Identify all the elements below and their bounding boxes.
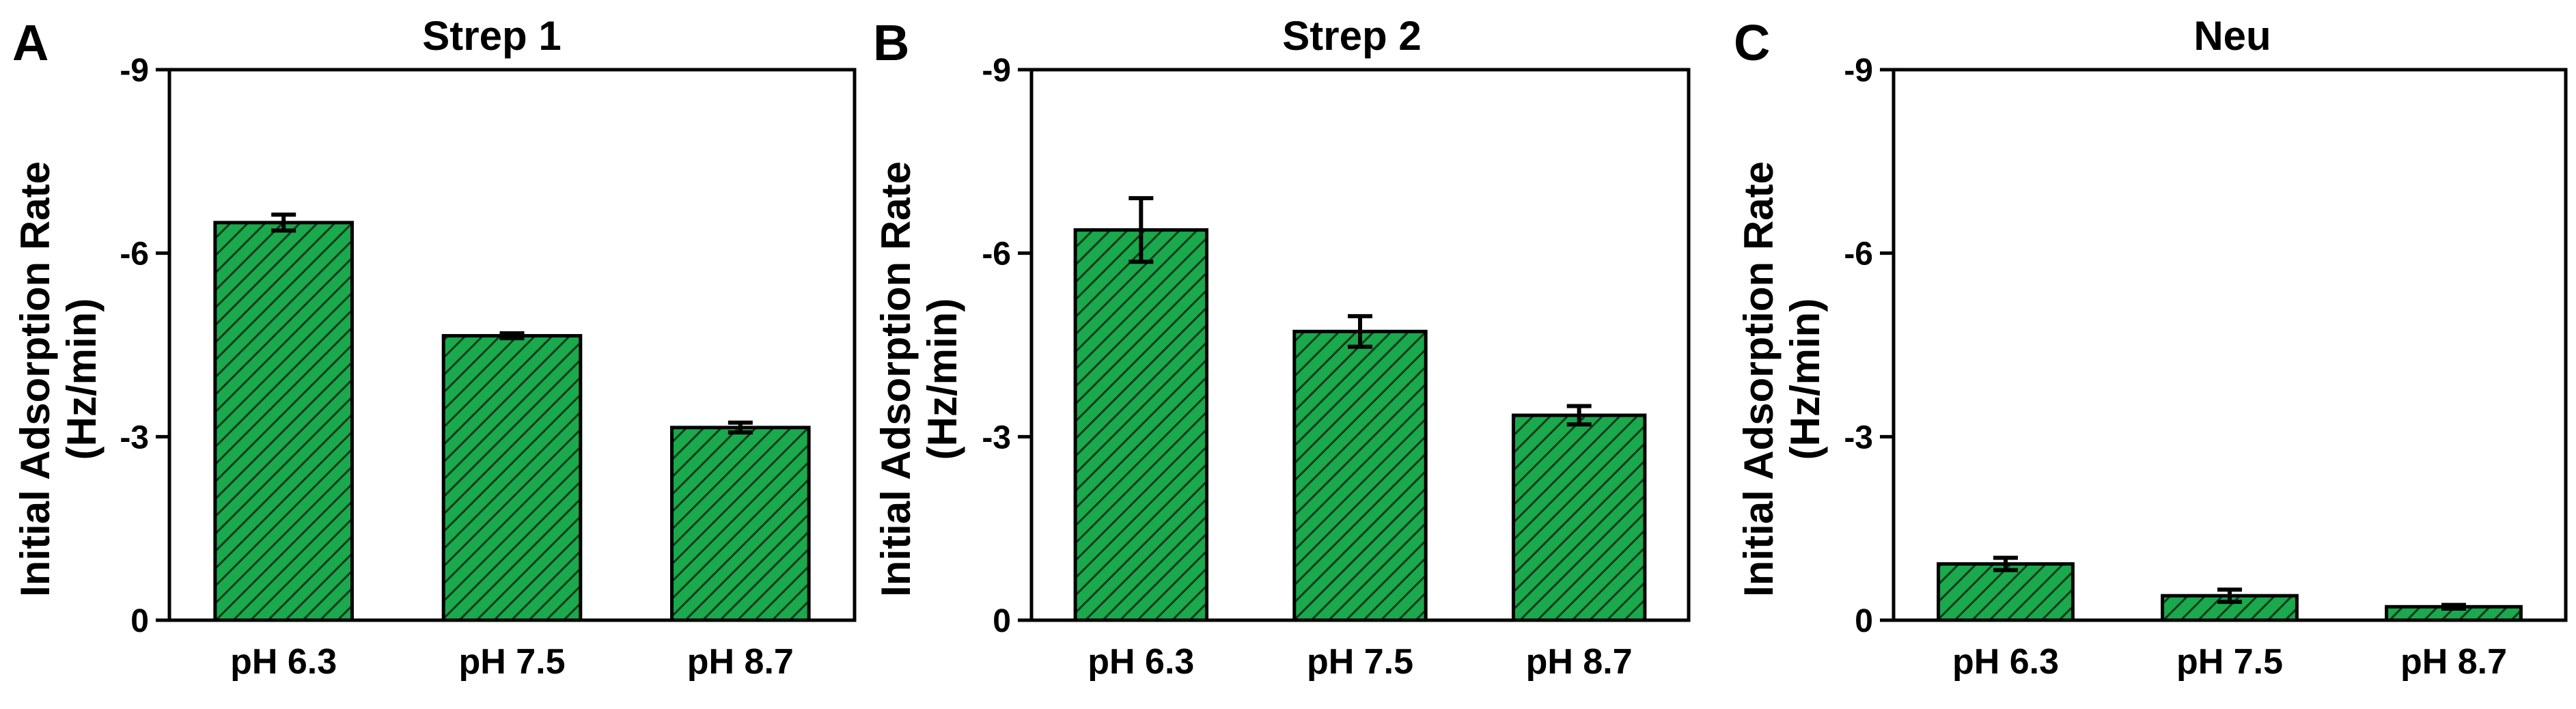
panel-c-yticks: 0 -3 -6 -9 [1844,53,1894,639]
y-tick-label: -3 [1844,419,1873,456]
y-tick-label: -9 [1844,53,1873,89]
bar [213,221,354,622]
panel-a-ylabel-line1: Initial Adsorption Rate [12,161,58,597]
x-category-label: pH 7.5 [458,642,565,682]
x-category-label: pH 8.7 [2400,642,2507,682]
x-category-label: pH 7.5 [2176,642,2283,682]
panel-a-bars [213,212,811,622]
y-tick-label: -6 [982,236,1011,273]
x-category-label: pH 6.3 [1952,642,2059,682]
y-tick-label: 0 [1855,603,1873,639]
panel-a-title: Strep 1 [422,13,561,59]
y-tick-label: -3 [982,419,1011,456]
error-bar [2441,602,2466,611]
panel-a: A Strep 1 Initial Adsorption Rate (Hz/mi… [12,13,857,682]
y-tick-label: -3 [120,419,149,456]
panel-a-ylabel-line2: (Hz/min) [59,298,105,460]
error-bar [1993,555,2018,572]
error-bar [2217,587,2242,604]
y-tick-label: -9 [120,53,149,89]
panel-letter-b: B [873,14,909,71]
panel-b-categories: pH 6.3 pH 7.5 pH 8.7 [1088,642,1632,682]
error-bar [271,212,296,233]
x-category-label: pH 6.3 [230,642,337,682]
bar [1073,228,1209,622]
panel-letter-a: A [12,14,49,71]
y-tick-label: 0 [993,603,1011,639]
panel-c-categories: pH 6.3 pH 7.5 pH 8.7 [1952,642,2507,682]
error-bar [1128,196,1154,264]
panel-b-ylabel-line2: (Hz/min) [919,298,965,460]
panel-a-categories: pH 6.3 pH 7.5 pH 8.7 [230,642,794,682]
panel-b-title: Strep 2 [1282,13,1421,59]
x-category-label: pH 8.7 [687,642,794,682]
panel-b: B Strep 2 Initial Adsorption Rate (Hz/mi… [873,13,1691,682]
panel-c-title: Neu [2193,13,2271,59]
error-bar [1566,404,1592,427]
x-category-label: pH 6.3 [1088,642,1194,682]
error-bar [728,420,753,435]
bar [441,334,583,622]
bar [1292,329,1428,622]
panel-a-plot-frame [167,68,857,622]
y-tick-label: 0 [130,603,149,639]
error-bar [499,331,525,341]
bar [670,426,811,622]
panel-c-ylabel-line2: (Hz/min) [1782,298,1828,460]
y-tick-label: -6 [120,236,149,273]
panel-b-bars [1073,196,1647,622]
error-bar [1348,314,1372,349]
x-category-label: pH 7.5 [1307,642,1413,682]
bar [1937,562,2075,622]
y-tick-label: -6 [1844,236,1873,273]
y-tick-label: -9 [982,53,1011,89]
panel-c-ylabel-line1: Initial Adsorption Rate [1736,161,1782,597]
bar [1511,413,1647,622]
panel-b-ylabel-line1: Initial Adsorption Rate [873,161,919,597]
panel-letter-c: C [1734,14,1770,71]
panel-b-yticks: 0 -3 -6 -9 [982,53,1031,639]
panel-c: C Neu Initial Adsorption Rate (Hz/min) 0… [1734,13,2568,682]
panel-c-bars [1937,555,2523,622]
panel-a-yticks: 0 -3 -6 -9 [120,53,169,639]
x-category-label: pH 8.7 [1526,642,1633,682]
panel-c-plot-frame [1892,68,2568,622]
panel-b-plot-frame [1029,68,1691,622]
